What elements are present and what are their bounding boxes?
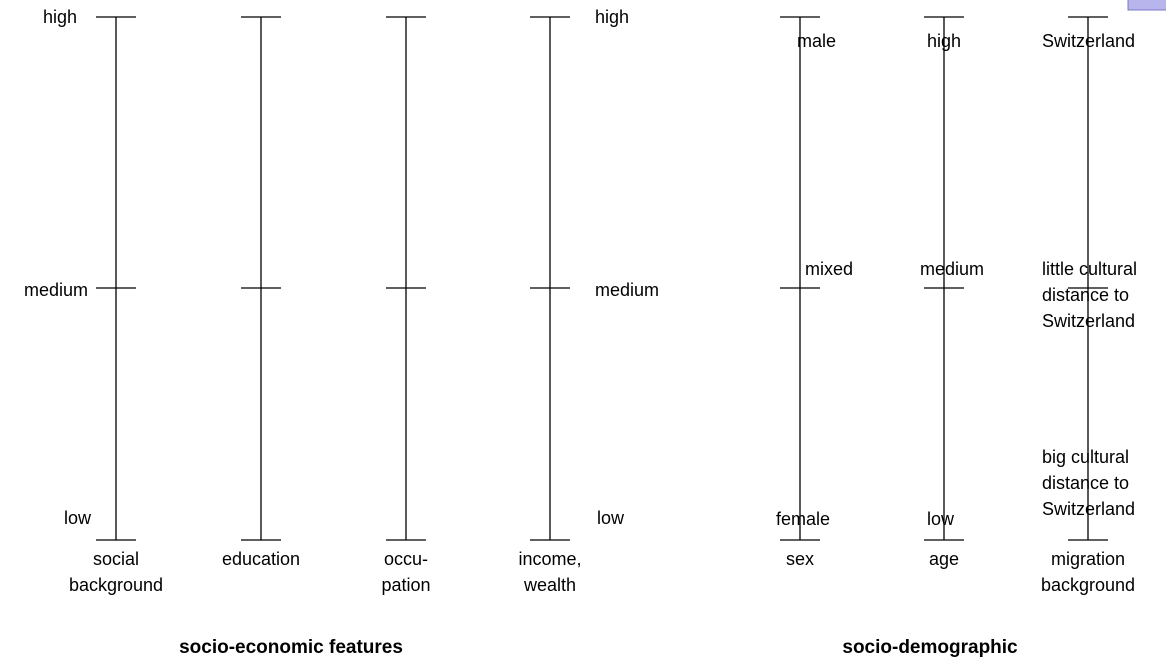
level-label: mixed <box>805 256 853 282</box>
level-label: big cultural distance to Switzerland <box>1042 444 1135 522</box>
axis-label: social background <box>69 546 163 598</box>
scale-label: medium <box>595 277 659 303</box>
scale-label: medium <box>24 277 88 303</box>
level-label: medium <box>920 256 984 282</box>
level-label: high <box>927 28 961 54</box>
axis-label: sex <box>786 546 814 572</box>
axis-label: migration background <box>1041 546 1135 598</box>
scale-label: high <box>595 4 629 30</box>
group-title: socio-demographic features <box>812 635 1048 660</box>
level-label: low <box>927 506 954 532</box>
level-label: male <box>797 28 836 54</box>
scale-label: low <box>597 505 624 531</box>
cropped-icon <box>1128 0 1166 10</box>
level-label: little cultural distance to Switzerland <box>1042 256 1137 334</box>
diagram: social background education occu- pation in… <box>0 0 1166 660</box>
axis-label: education <box>222 546 300 572</box>
scale-label: low <box>64 505 91 531</box>
level-label: Switzerland <box>1042 28 1135 54</box>
scale-label: high <box>43 4 77 30</box>
axes-layer <box>0 0 1166 660</box>
axis-label: income, wealth <box>518 546 581 598</box>
axis-label: occu- pation <box>381 546 430 598</box>
axis-label: age <box>929 546 959 572</box>
level-label: female <box>776 506 830 532</box>
group-title: socio-economic features <box>179 635 403 660</box>
